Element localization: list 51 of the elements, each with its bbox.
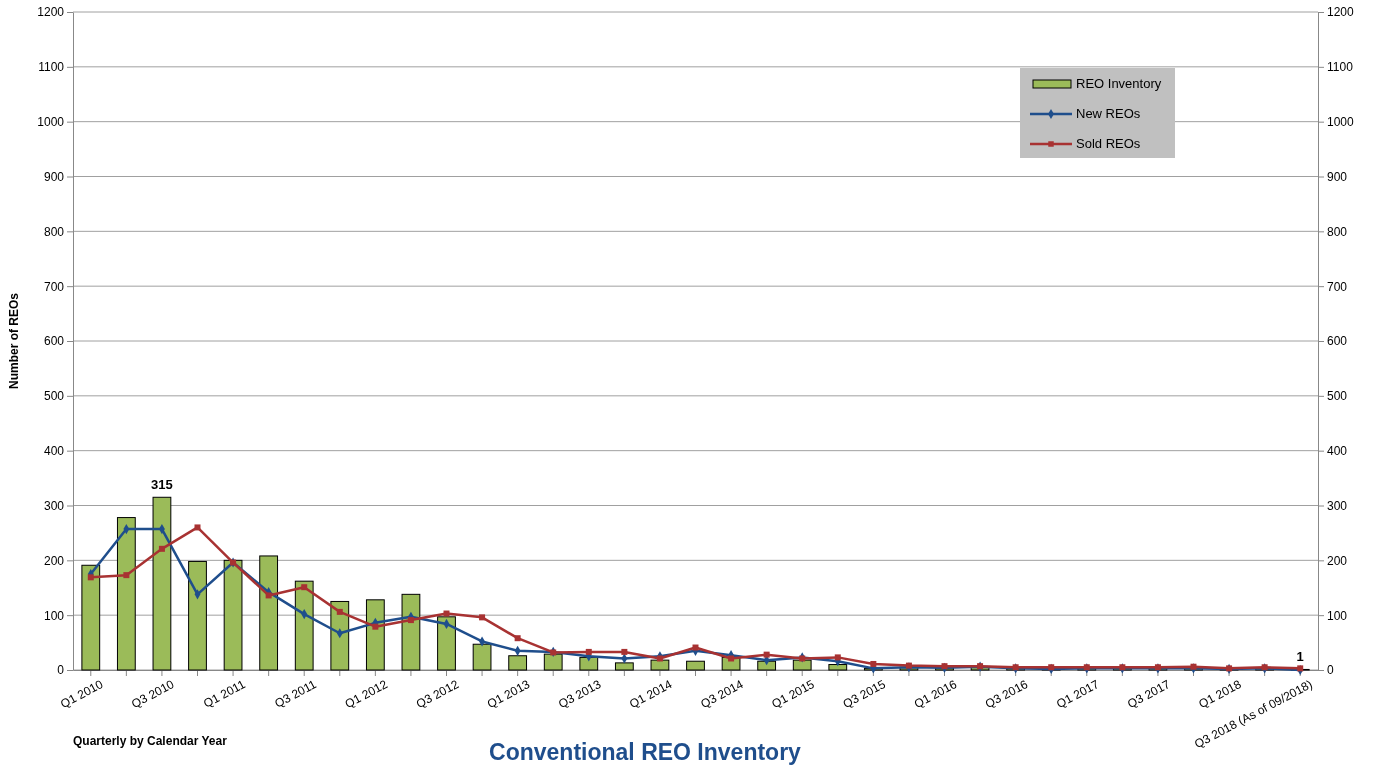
y2-tick-label: 800: [1327, 224, 1348, 239]
text: Conventional REO Inventory: [489, 739, 802, 765]
y-tick-label: 1000: [37, 115, 65, 130]
x-tick-label: Q1 2017: [1054, 676, 1102, 712]
y2-tick-label: 100: [1327, 608, 1348, 623]
x-tick-label: Q3 2010: [129, 676, 177, 712]
legend-label: New REOs: [1076, 106, 1141, 121]
x-tick-label: Q3 2014: [698, 676, 746, 712]
y-tick-label: 1200: [37, 5, 65, 20]
y-tick-label: 500: [43, 389, 65, 404]
y-tick-label: 200: [43, 553, 65, 568]
x-tick-label: Q1 2010: [58, 676, 106, 712]
y-tick-label: 800: [43, 224, 65, 239]
y2-tick-label: 1100: [1327, 60, 1354, 75]
y-tick-label: 0: [57, 663, 65, 678]
y2-tick-label: 300: [1327, 498, 1348, 513]
y2-tick-label: 200: [1327, 553, 1348, 568]
y-axis-title: Number of REOs: [7, 292, 21, 390]
x-axis-title: Quarterly by Calendar Year: [73, 734, 228, 748]
y2-tick-label: 0: [1327, 663, 1334, 678]
data-label: 315: [151, 477, 173, 493]
y-tick-label: 1100: [38, 60, 65, 75]
y-tick-label: 400: [43, 444, 65, 459]
y-tick-label: 900: [43, 169, 65, 184]
x-tick-label: Q1 2018: [1196, 676, 1244, 712]
y2-tick-label: 600: [1327, 334, 1348, 349]
data-label: 1: [1296, 649, 1304, 665]
x-tick-label: Q3 2017: [1125, 676, 1173, 712]
x-tick-label: Q1 2016: [911, 676, 960, 712]
y-tick-label: 300: [43, 498, 65, 513]
x-tick-label: Q1 2011: [201, 676, 248, 711]
y2-tick-label: 1200: [1327, 5, 1355, 20]
y-tick-label: 600: [43, 334, 65, 349]
y2-tick-label: 900: [1327, 169, 1348, 184]
y2-tick-label: 500: [1327, 389, 1348, 404]
x-tick-label: Q3 2012: [413, 676, 462, 712]
x-tick-label: Q1 2015: [769, 676, 817, 712]
y2-tick-label: 400: [1327, 444, 1348, 459]
x-tick-label: Q3 2013: [556, 676, 604, 712]
legend-label: REO Inventory: [1076, 76, 1162, 91]
x-tick-label: Q1 2013: [484, 676, 533, 712]
legend-label: Sold REOs: [1076, 136, 1141, 151]
x-tick-label: Q1 2012: [342, 676, 391, 712]
x-tick-label: Q3 2016: [982, 676, 1031, 712]
x-tick-label: Q1 2014: [627, 676, 675, 712]
x-tick-label: Q3 2011: [272, 676, 319, 711]
y-tick-label: 700: [43, 279, 65, 294]
x-tick-label: Q3 2015: [840, 676, 889, 712]
y2-tick-label: 700: [1327, 279, 1348, 294]
y2-tick-label: 1000: [1327, 115, 1355, 130]
y-tick-label: 100: [43, 608, 65, 623]
